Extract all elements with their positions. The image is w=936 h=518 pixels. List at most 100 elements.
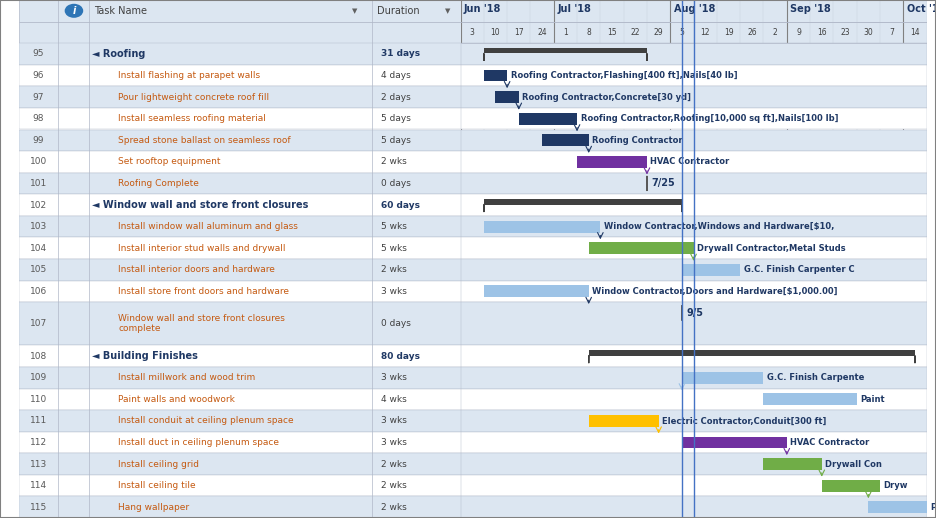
Bar <box>19 475 461 496</box>
Bar <box>869 501 927 513</box>
Text: Roofing Complete: Roofing Complete <box>118 179 199 188</box>
Text: 29: 29 <box>654 28 664 37</box>
Text: 26: 26 <box>747 28 756 37</box>
Text: 115: 115 <box>30 502 47 512</box>
Text: 80 days: 80 days <box>381 352 420 361</box>
Text: Install interior stud walls and drywall: Install interior stud walls and drywall <box>118 243 285 253</box>
Text: 105: 105 <box>30 265 47 275</box>
Bar <box>19 431 461 453</box>
Text: 24: 24 <box>537 28 547 37</box>
Text: Install store front doors and hardware: Install store front doors and hardware <box>118 287 289 296</box>
Bar <box>19 367 461 388</box>
Text: Install ceiling tile: Install ceiling tile <box>118 481 196 490</box>
Bar <box>461 194 927 216</box>
Text: Task Name: Task Name <box>94 6 147 16</box>
Bar <box>484 221 600 233</box>
Text: 114: 114 <box>30 481 47 490</box>
Text: Drywall Con: Drywall Con <box>826 459 882 469</box>
Text: 0 days: 0 days <box>381 319 411 328</box>
Text: 5 wks: 5 wks <box>381 222 407 231</box>
Bar <box>519 113 577 125</box>
Text: 5 days: 5 days <box>381 114 411 123</box>
Bar <box>19 151 461 172</box>
Text: 31 days: 31 days <box>381 49 420 59</box>
Bar <box>484 285 589 297</box>
Text: 2 wks: 2 wks <box>381 157 407 166</box>
Bar <box>589 415 659 427</box>
Bar <box>542 134 589 146</box>
Text: 19: 19 <box>724 28 733 37</box>
Bar <box>19 0 461 22</box>
Text: Hang wallpaper: Hang wallpaper <box>118 502 189 512</box>
Text: Paint: Paint <box>930 502 936 512</box>
Text: Install millwork and wood trim: Install millwork and wood trim <box>118 373 256 382</box>
Bar <box>461 43 927 65</box>
Bar <box>19 172 461 194</box>
Text: ▼: ▼ <box>445 8 450 14</box>
Text: Install seamless roofing material: Install seamless roofing material <box>118 114 266 123</box>
Bar <box>461 475 927 496</box>
Bar <box>461 237 927 259</box>
Bar <box>461 346 927 367</box>
Text: Install interior doors and hardware: Install interior doors and hardware <box>118 265 275 275</box>
Text: 30: 30 <box>864 28 873 37</box>
Text: ◄ Building Finishes: ◄ Building Finishes <box>92 351 197 361</box>
Text: 108: 108 <box>30 352 47 361</box>
Bar <box>461 130 927 151</box>
Ellipse shape <box>65 4 83 18</box>
Text: Roofing Contractor,Flashing[400 ft],Nails[40 lb]: Roofing Contractor,Flashing[400 ft],Nail… <box>511 71 738 80</box>
Bar <box>764 458 822 470</box>
Bar <box>19 130 461 151</box>
Text: 2 wks: 2 wks <box>381 459 407 469</box>
Bar <box>19 388 461 410</box>
Text: Sep '18: Sep '18 <box>790 4 831 13</box>
Text: 112: 112 <box>30 438 47 447</box>
Text: Pour lightweight concrete roof fill: Pour lightweight concrete roof fill <box>118 93 270 102</box>
Bar <box>19 22 461 43</box>
Text: ◄ Window wall and store front closures: ◄ Window wall and store front closures <box>92 200 308 210</box>
Bar <box>461 410 927 431</box>
Text: 2 wks: 2 wks <box>381 481 407 490</box>
Text: 9: 9 <box>796 28 801 37</box>
Text: Window wall and store front closures
complete: Window wall and store front closures com… <box>118 314 285 334</box>
Text: Dryw: Dryw <box>884 481 908 490</box>
Bar <box>461 87 927 108</box>
Text: i: i <box>72 6 76 16</box>
Text: Install conduit at ceiling plenum space: Install conduit at ceiling plenum space <box>118 416 294 425</box>
Text: ▼: ▼ <box>352 8 358 14</box>
Text: Install window wall aluminum and glass: Install window wall aluminum and glass <box>118 222 298 231</box>
Text: 102: 102 <box>30 200 47 210</box>
Text: 3: 3 <box>470 28 475 37</box>
Text: Duration: Duration <box>376 6 419 16</box>
Bar <box>19 108 461 130</box>
Bar <box>19 194 461 216</box>
Text: 3 wks: 3 wks <box>381 373 407 382</box>
Text: 99: 99 <box>33 136 44 145</box>
Text: 7: 7 <box>889 28 894 37</box>
Text: 4 days: 4 days <box>381 71 411 80</box>
Text: Set rooftop equipment: Set rooftop equipment <box>118 157 221 166</box>
Text: Electric Contractor,Conduit[300 ft]: Electric Contractor,Conduit[300 ft] <box>662 416 826 425</box>
Bar <box>19 281 461 302</box>
Text: 110: 110 <box>30 395 47 404</box>
Bar <box>19 410 461 431</box>
Text: Roofing Contractor: Roofing Contractor <box>592 136 683 145</box>
Bar <box>589 242 694 254</box>
Text: 3 wks: 3 wks <box>381 416 407 425</box>
Text: 5 wks: 5 wks <box>381 243 407 253</box>
Bar <box>682 264 740 276</box>
Text: Jun '18: Jun '18 <box>464 4 502 13</box>
Text: 106: 106 <box>30 287 47 296</box>
Bar <box>461 281 927 302</box>
Text: 14: 14 <box>910 28 920 37</box>
Bar <box>822 480 880 492</box>
Text: Install ceiling grid: Install ceiling grid <box>118 459 199 469</box>
Text: HVAC Contractor: HVAC Contractor <box>790 438 870 447</box>
Text: G.C. Finish Carpenter C: G.C. Finish Carpenter C <box>744 265 855 275</box>
Bar <box>461 151 927 172</box>
Bar <box>19 237 461 259</box>
Bar <box>589 350 915 355</box>
Bar <box>461 0 927 22</box>
Text: G.C. Finish Carpente: G.C. Finish Carpente <box>767 373 864 382</box>
Text: 98: 98 <box>33 114 44 123</box>
